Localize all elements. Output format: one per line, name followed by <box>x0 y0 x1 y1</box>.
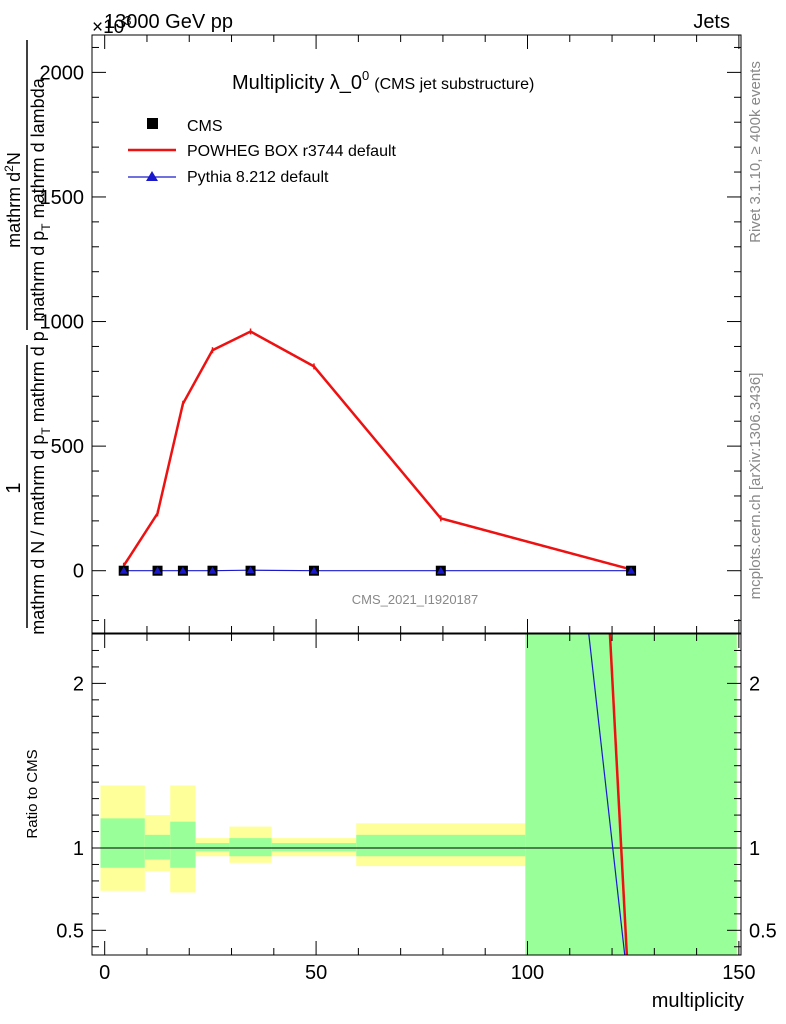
pythia-marker <box>178 566 187 574</box>
main-ytick-label: 500 <box>51 436 84 458</box>
main-series <box>118 328 637 576</box>
xtick-label: 100 <box>511 962 544 984</box>
ratio-stat-band <box>100 818 145 868</box>
mcplots-label: mcplots.cern.ch [arXiv:1306.3436] <box>747 373 764 600</box>
ratio-stat-band <box>271 843 357 852</box>
ratio-axis-ticks: 0.5 0.5 1 1 2 2 0 50 100 150 <box>56 634 777 984</box>
ratio-ytick-label-left: 2 <box>73 673 84 695</box>
energy-label: 13000 GeV pp <box>104 11 233 33</box>
ylabel-numerator-one: 1 <box>3 482 25 493</box>
pythia-marker <box>436 566 445 574</box>
ratio-ytick-label-left: 0.5 <box>56 920 84 942</box>
ylabel-denominator-sub: T <box>39 427 53 435</box>
ratio-ytick-label-left: 1 <box>73 838 84 860</box>
xtick-label: 150 <box>722 962 755 984</box>
ylabel-right-numerator-N: N <box>4 152 24 165</box>
ratio-stat-band <box>195 843 230 852</box>
ratio-bands <box>100 634 737 955</box>
ylabel-right-denominator-tail: mathrm d lambda <box>28 77 48 223</box>
ratio-stat-band <box>525 634 737 955</box>
xtick-label: 50 <box>305 962 327 984</box>
ratio-ylabel: Ratio to CMS <box>24 749 41 838</box>
exponent-label: ×103 <box>92 13 131 38</box>
pythia-marker <box>627 566 636 574</box>
xtick-label: 0 <box>99 962 110 984</box>
ratio-stat-band <box>144 834 171 860</box>
ylabel-denominator-tail: mathrm d p <box>28 331 48 427</box>
ratio-lines <box>92 634 741 955</box>
pythia-marker <box>153 566 162 574</box>
main-plot-frame <box>91 34 742 634</box>
chart-subtitle: (CMS jet substructure) <box>374 76 534 93</box>
legend-pythia-label: Pythia 8.212 default <box>187 169 329 186</box>
pythia-marker <box>246 566 255 574</box>
ylabel-right-denominator-sub: T <box>39 223 53 231</box>
rivet-label: Rivet 3.1.10, ≥ 400k events <box>747 61 764 243</box>
ratio-ytick-label-right: 0.5 <box>749 920 777 942</box>
ratio-ytick-label-right: 1 <box>749 838 760 860</box>
ratio-powheg-line <box>608 634 629 955</box>
legend-cms-label: CMS <box>187 118 223 135</box>
pythia-marker <box>208 566 217 574</box>
exponent-power: 3 <box>124 13 131 28</box>
main-axis-ticks: 0 500 1000 1500 2000 <box>40 35 741 633</box>
main-ylabel: 1 mathrm d N / mathrm d pT mathrm d p ma… <box>2 40 53 635</box>
chart-title: Multiplicity λ_00(CMS jet substructure) <box>232 68 534 94</box>
pythia-marker <box>309 566 318 574</box>
chart-title-superscript: 0 <box>362 68 369 83</box>
pythia-marker <box>119 566 128 574</box>
ratio-panel: 0.5 0.5 1 1 2 2 0 50 100 150 Ratio to CMS multipl… <box>24 633 777 1012</box>
main-ytick-label: 0 <box>73 561 84 583</box>
main-ytick-label: 1500 <box>40 187 85 209</box>
x-axis-label: multiplicity <box>652 990 744 1012</box>
legend-pythia-marker <box>146 171 158 181</box>
legend-powheg-label: POWHEG BOX r3744 default <box>187 143 397 160</box>
main-ytick-label: 1000 <box>40 312 85 334</box>
powheg-line <box>122 330 632 571</box>
ratio-stat-band <box>170 821 196 868</box>
ylabel-denominator: mathrm d N / mathrm d pT mathrm d p <box>28 331 53 634</box>
ratio-stat-band <box>356 834 526 857</box>
analysis-id: CMS_2021_I1920187 <box>352 592 479 607</box>
ylabel-right-numerator: mathrm d2N <box>2 152 24 248</box>
main-ytick-label: 2000 <box>40 62 85 84</box>
ratio-stat-band <box>229 838 272 857</box>
ratio-ytick-label-right: 2 <box>749 673 760 695</box>
legend-cms-marker <box>147 118 158 129</box>
legend: CMS POWHEG BOX r3744 default Pythia 8.21… <box>128 118 397 186</box>
ratio-plot-frame <box>91 633 742 956</box>
ratio-pythia-line <box>588 634 626 955</box>
ylabel-right-numerator-sup: 2 <box>2 165 16 172</box>
process-label: Jets <box>693 11 730 33</box>
ylabel-right-denominator: mathrm d pT mathrm d lambda <box>28 77 53 321</box>
